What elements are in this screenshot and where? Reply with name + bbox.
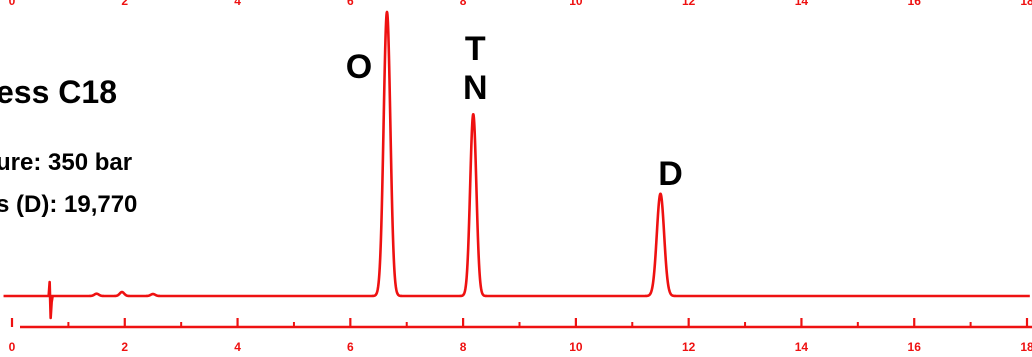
x-tick-label: 18	[1020, 340, 1032, 354]
x-tick-label: 2	[121, 340, 128, 354]
peak-label: O	[346, 48, 372, 86]
x-tick-label-top: 6	[347, 0, 354, 8]
top-axis: 0 2 4 6 8 10 12 14 16 18	[9, 0, 1032, 8]
x-tick-label-top: 12	[682, 0, 696, 8]
x-tick-label: 10	[569, 340, 583, 354]
x-tick-label: 8	[460, 340, 467, 354]
x-tick-label: 16	[908, 340, 922, 354]
column-name-label: ess C18	[0, 74, 117, 110]
x-tick-label: 14	[795, 340, 809, 354]
efficiency-label: s (D): 19,770	[0, 191, 138, 218]
x-tick-label-top: 2	[121, 0, 128, 8]
x-tick-label: 6	[347, 340, 354, 354]
x-tick-label-top: 10	[569, 0, 583, 8]
peak-labels: O TN D	[346, 30, 683, 193]
peak-label: T	[465, 30, 486, 68]
peak-label: N	[463, 69, 488, 107]
x-tick-label-top: 0	[9, 0, 16, 8]
pressure-label: ure: 350 bar	[0, 149, 133, 176]
x-tick-label-top: 8	[460, 0, 467, 8]
x-tick-label-top: 4	[234, 0, 241, 8]
chromatogram-trace	[2, 10, 1031, 320]
x-tick-label: 4	[234, 340, 241, 354]
x-tick-label-top: 16	[908, 0, 922, 8]
x-tick-label: 12	[682, 340, 696, 354]
x-tick-label-top: 14	[795, 0, 809, 8]
peak-label: D	[658, 155, 683, 193]
x-tick-label-top: 18	[1020, 0, 1032, 8]
bottom-axis: 0 2 4 6 8 10 12 14 16 18	[9, 318, 1032, 354]
x-tick-label: 0	[9, 340, 16, 354]
